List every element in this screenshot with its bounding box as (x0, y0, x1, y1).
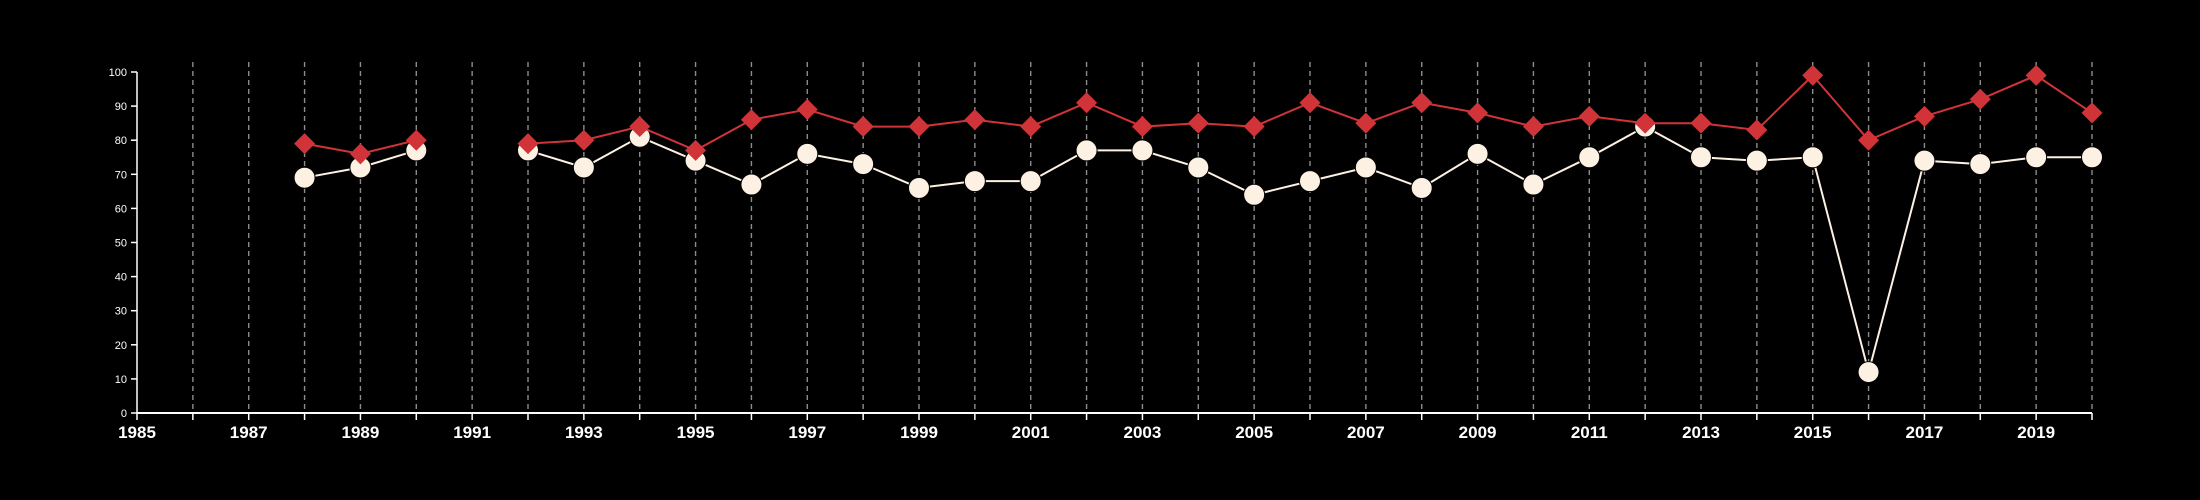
point-diamond-2016 (1858, 129, 1880, 151)
y-tick-label-80: 80 (115, 135, 127, 147)
point-diamond-1992 (517, 133, 539, 155)
x-tick-label-1995: 1995 (677, 423, 715, 442)
x-tick-label-1985: 1985 (118, 423, 156, 442)
series-circle (293, 115, 2103, 384)
point-circle-2002 (1075, 139, 1098, 162)
y-tick-label-100: 100 (109, 67, 127, 79)
point-diamond-2003 (1131, 116, 1153, 138)
y-tick-label-60: 60 (115, 203, 127, 215)
point-diamond-1997 (796, 99, 818, 121)
point-circle-2014 (1745, 149, 1768, 172)
point-circle-2006 (1299, 170, 1321, 193)
point-diamond-2007 (1355, 112, 1377, 134)
point-diamond-2008 (1411, 92, 1433, 114)
y-tick-label-10: 10 (115, 374, 127, 386)
point-diamond-1994 (629, 116, 651, 138)
point-diamond-2014 (1746, 119, 1768, 141)
point-diamond-2011 (1578, 105, 1600, 127)
point-diamond-1993 (573, 129, 595, 151)
point-circle-2018 (1969, 153, 1992, 176)
point-circle-1998 (852, 153, 875, 176)
x-tick-label-2015: 2015 (1794, 423, 1832, 442)
y-tick-label-0: 0 (121, 408, 127, 420)
point-circle-2011 (1578, 146, 1601, 169)
point-circle-1993 (572, 156, 595, 179)
point-diamond-2015 (1802, 64, 1824, 86)
point-circle-1996 (740, 173, 763, 196)
point-diamond-1996 (740, 109, 762, 131)
point-circle-2013 (1690, 146, 1712, 169)
x-tick-label-2019: 2019 (2017, 423, 2055, 442)
point-diamond-2020 (2081, 102, 2103, 124)
point-diamond-2019 (2025, 64, 2047, 86)
point-circle-2016 (1857, 361, 1880, 384)
point-diamond-2018 (1969, 88, 1991, 110)
point-circle-2005 (1243, 183, 1266, 206)
x-tick-label-2005: 2005 (1235, 423, 1273, 442)
x-tick-label-1989: 1989 (342, 423, 380, 442)
point-diamond-2010 (1522, 116, 1544, 138)
point-diamond-2017 (1913, 105, 1935, 127)
y-tick-label-70: 70 (115, 169, 127, 181)
point-diamond-1995 (685, 139, 707, 161)
point-circle-2009 (1466, 142, 1489, 165)
point-diamond-1988 (294, 133, 316, 155)
axes: 0 10 20 30 40 50 60 70 80 90 100 1985 1987 1989 1991 19… (109, 67, 2093, 442)
x-tick-label-1997: 1997 (788, 423, 826, 442)
x-tick-label-2001: 2001 (1012, 423, 1050, 442)
point-circle-2007 (1354, 156, 1377, 179)
point-diamond-1999 (908, 116, 930, 138)
point-circle-2004 (1187, 156, 1210, 179)
x-tick-label-2003: 2003 (1124, 423, 1162, 442)
point-circle-2001 (1019, 170, 1042, 193)
point-circle-1988 (293, 166, 316, 189)
point-circle-2019 (2025, 146, 2048, 169)
point-circle-2017 (1913, 149, 1936, 172)
point-diamond-2002 (1076, 92, 1098, 114)
x-tick-label-2009: 2009 (1459, 423, 1497, 442)
series-diamond (294, 64, 2103, 165)
point-circle-1997 (796, 142, 819, 165)
series-layer (293, 64, 2103, 384)
x-tick-label-1991: 1991 (453, 423, 491, 442)
y-tick-label-90: 90 (115, 101, 127, 113)
point-circle-2020 (2081, 146, 2103, 169)
x-tick-label-1999: 1999 (900, 423, 938, 442)
point-diamond-2006 (1299, 92, 1321, 114)
point-diamond-2012 (1634, 112, 1656, 134)
x-tick-label-2011: 2011 (1571, 423, 1608, 442)
point-circle-2008 (1410, 176, 1433, 199)
point-diamond-2005 (1243, 116, 1265, 138)
vertical-gridlines (192, 62, 2093, 413)
x-tick-label-2013: 2013 (1682, 423, 1720, 442)
x-tick-label-2007: 2007 (1347, 423, 1385, 442)
point-circle-2015 (1801, 146, 1824, 169)
point-diamond-2001 (1020, 116, 1042, 138)
point-circle-2010 (1522, 173, 1545, 196)
point-diamond-2004 (1187, 112, 1209, 134)
x-tick-label-2017: 2017 (1906, 423, 1944, 442)
point-diamond-1998 (852, 116, 874, 138)
point-diamond-2000 (964, 109, 986, 131)
y-tick-label-30: 30 (115, 306, 127, 318)
x-tick-label-1993: 1993 (565, 423, 603, 442)
y-tick-label-20: 20 (115, 340, 127, 352)
point-diamond-1990 (405, 129, 427, 151)
point-diamond-2009 (1467, 102, 1489, 124)
point-circle-1999 (908, 176, 930, 199)
x-tick-label-1987: 1987 (230, 423, 268, 442)
point-diamond-2013 (1690, 112, 1712, 134)
y-tick-label-50: 50 (115, 238, 127, 250)
point-circle-2000 (963, 170, 986, 193)
y-tick-label-40: 40 (115, 272, 127, 284)
point-diamond-1989 (349, 143, 371, 165)
point-circle-2003 (1131, 139, 1154, 162)
